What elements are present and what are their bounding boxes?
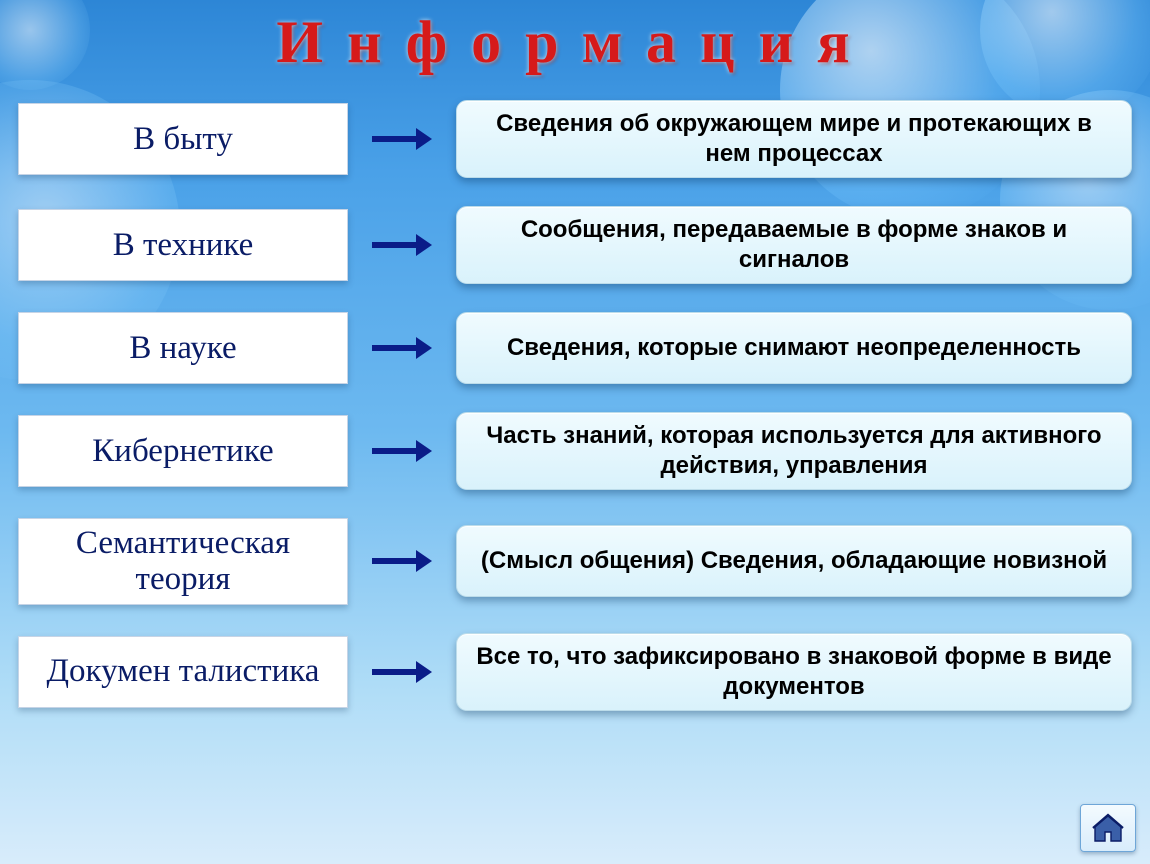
category-box: В технике: [18, 209, 348, 281]
arrow-icon: [370, 231, 434, 259]
definition-box: Все то, что зафиксировано в знаковой фор…: [456, 633, 1132, 711]
category-box: Кибернетике: [18, 415, 348, 487]
diagram-row: В науке Сведения, которые снимают неопред…: [18, 312, 1132, 384]
diagram-row: Семантическая теория (Смысл общения) Свед…: [18, 518, 1132, 605]
definition-box: Часть знаний, которая используется для а…: [456, 412, 1132, 490]
definition-box: (Смысл общения) Сведения, обладающие нов…: [456, 525, 1132, 597]
diagram-row: Докумен талистика Все то, что зафиксирова…: [18, 633, 1132, 711]
definition-box: Сообщения, передаваемые в форме знаков и…: [456, 206, 1132, 284]
arrow-icon: [370, 437, 434, 465]
diagram-row: В быту Сведения об окружающем мире и прот…: [18, 100, 1132, 178]
home-icon: [1091, 813, 1125, 843]
category-box: В быту: [18, 103, 348, 175]
diagram-row: В технике Сообщения, передаваемые в форме…: [18, 206, 1132, 284]
category-box: Докумен талистика: [18, 636, 348, 708]
arrow-icon: [370, 334, 434, 362]
rows-container: В быту Сведения об окружающем мире и прот…: [0, 100, 1150, 711]
page-title: Информация: [0, 8, 1150, 77]
home-button[interactable]: [1080, 804, 1136, 852]
arrow-icon: [370, 125, 434, 153]
category-box: Семантическая теория: [18, 518, 348, 605]
definition-box: Сведения об окружающем мире и протекающи…: [456, 100, 1132, 178]
arrow-icon: [370, 547, 434, 575]
arrow-icon: [370, 658, 434, 686]
category-box: В науке: [18, 312, 348, 384]
diagram-row: Кибернетике Часть знаний, которая использ…: [18, 412, 1132, 490]
definition-box: Сведения, которые снимают неопределеннос…: [456, 312, 1132, 384]
